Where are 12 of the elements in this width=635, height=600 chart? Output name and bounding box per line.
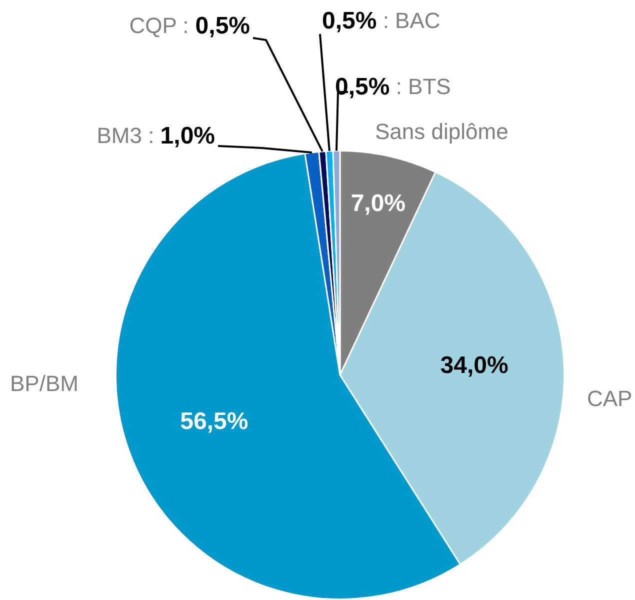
data-label: 7,0% — [350, 190, 406, 217]
slice-label: BM3 : 1,0% — [96, 122, 215, 150]
slice-label: : BAC — [376, 8, 440, 34]
data-label: 34,0% — [440, 352, 508, 380]
slice-label: BP/BM — [10, 371, 78, 396]
slice-label: CAP — [587, 386, 632, 412]
slice-label: Sans diplôme — [375, 119, 508, 144]
data-label: 0,5% — [335, 74, 390, 101]
slice-label: CQP : 0,5% — [129, 12, 250, 40]
data-label: 0,5% — [322, 8, 377, 35]
data-label: 56,5% — [180, 408, 248, 436]
slice-label: : BTS — [390, 74, 451, 100]
